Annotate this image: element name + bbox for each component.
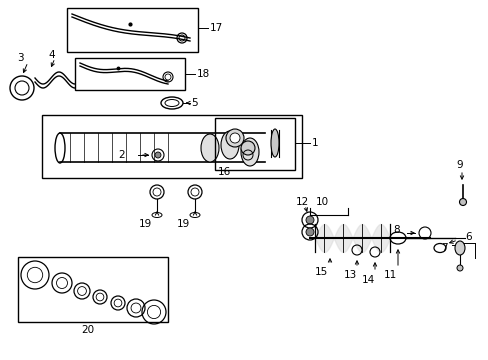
- Bar: [67, 8, 198, 52]
- Bar: [18, 257, 168, 322]
- Text: 19: 19: [176, 219, 189, 229]
- Circle shape: [305, 216, 313, 224]
- Circle shape: [229, 133, 240, 143]
- Ellipse shape: [241, 138, 259, 166]
- Text: 19: 19: [138, 219, 151, 229]
- Ellipse shape: [201, 134, 219, 162]
- Text: 5: 5: [191, 98, 197, 108]
- Ellipse shape: [459, 198, 466, 206]
- Ellipse shape: [221, 131, 239, 159]
- Text: 12: 12: [295, 197, 308, 207]
- Ellipse shape: [454, 241, 464, 255]
- Circle shape: [225, 129, 244, 147]
- Text: 18: 18: [197, 69, 210, 79]
- Ellipse shape: [456, 265, 462, 271]
- Bar: [42, 115, 302, 178]
- Text: 9: 9: [456, 160, 462, 170]
- Bar: [75, 58, 184, 90]
- Text: 13: 13: [343, 270, 356, 280]
- Text: 1: 1: [311, 138, 318, 148]
- Text: 15: 15: [314, 267, 327, 277]
- Text: 11: 11: [383, 270, 396, 280]
- Text: 7: 7: [441, 243, 447, 253]
- Circle shape: [305, 228, 313, 236]
- Text: 16: 16: [218, 167, 231, 177]
- Text: 17: 17: [209, 23, 223, 33]
- Text: 20: 20: [81, 325, 94, 335]
- Circle shape: [241, 141, 254, 155]
- Text: 8: 8: [392, 225, 399, 235]
- Text: 10: 10: [315, 197, 328, 207]
- Circle shape: [155, 152, 161, 158]
- Text: 4: 4: [49, 50, 55, 60]
- Ellipse shape: [270, 129, 279, 157]
- Text: 2: 2: [118, 150, 125, 160]
- Bar: [215, 118, 294, 170]
- Text: 14: 14: [361, 275, 374, 285]
- Text: 6: 6: [464, 232, 470, 242]
- Text: 3: 3: [17, 53, 23, 63]
